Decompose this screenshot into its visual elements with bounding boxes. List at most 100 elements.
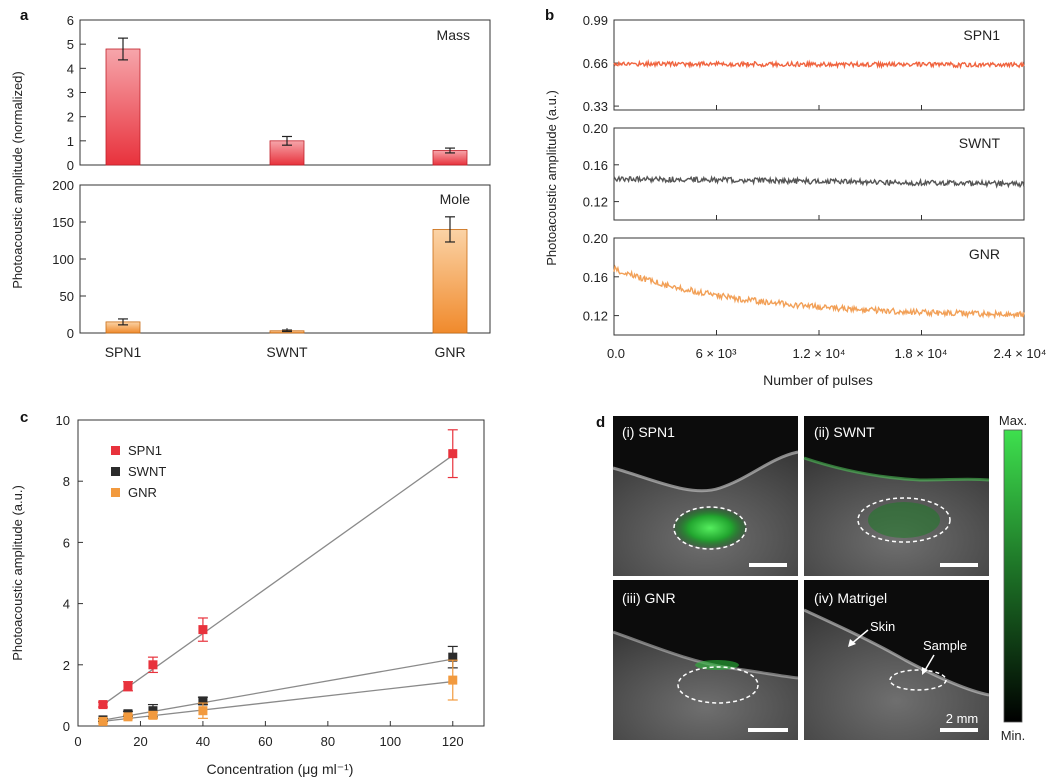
panel-b-trace-gnr — [613, 264, 1025, 320]
panel-a-y-tick-label: 100 — [52, 252, 74, 267]
image-tile-label: (iv) Matrigel — [814, 590, 887, 606]
panel-label-c: c — [20, 409, 28, 426]
panel-c-y-tick-label: 2 — [63, 658, 70, 673]
panel-a-y-tick-label: 5 — [67, 37, 74, 52]
legend-label-gnr: GNR — [128, 485, 157, 500]
panel-b-y-tick-label: 0.12 — [583, 309, 608, 324]
image-tile-gnr: (iii) GNR — [612, 580, 799, 740]
panel-c-fit-line-spn1 — [102, 454, 454, 706]
panel-c-point-swnt — [148, 706, 158, 716]
panel-d-photoacoustic-images: (i) SPN1 (ii) SWNT (iii) GNR — [612, 413, 1027, 743]
panel-label-a: a — [20, 7, 29, 24]
panel-c-point-gnr — [198, 706, 208, 716]
panel-b-y-tick-label: 0.33 — [583, 99, 608, 114]
panel-b-series-label: SWNT — [959, 135, 1001, 151]
panel-c-fit-line-swnt — [102, 658, 453, 721]
region-outline — [857, 497, 951, 543]
panel-c-point-spn1 — [123, 681, 133, 691]
panel-b-series-label: GNR — [969, 246, 1000, 262]
panel-c-point-spn1 — [198, 625, 208, 635]
panel-b-x-tick-label: 2.4 × 10⁴ — [994, 346, 1047, 361]
panel-c-y-tick-label: 10 — [56, 413, 70, 428]
panel-c-point-spn1 — [98, 700, 108, 710]
panel-a-mole-label: Mole — [440, 191, 471, 207]
panel-a-y-tick-label: 3 — [67, 86, 74, 101]
panel-a-mass-label: Mass — [437, 27, 470, 43]
scale-bar — [940, 728, 978, 732]
sample-arrow-head — [922, 667, 928, 675]
panel-c-point-gnr — [123, 712, 133, 722]
panel-label-b: b — [545, 7, 554, 24]
panel-c-point-spn1 — [148, 660, 158, 670]
panel-a-y-tick-label: 4 — [67, 61, 74, 76]
region-outline — [673, 506, 747, 550]
panel-b-y-tick-label: 0.12 — [583, 195, 608, 210]
signal-spot — [868, 502, 940, 538]
panel-c-x-label: Concentration (μg ml⁻¹) — [207, 761, 354, 777]
panel-a-y-tick-label: 0 — [67, 158, 74, 173]
panel-a-bar-spn1 — [105, 48, 141, 166]
panel-b-y-tick-label: 0.99 — [583, 13, 608, 28]
panel-c-x-tick-label: 20 — [133, 734, 147, 749]
panel-b-series-label: SPN1 — [963, 27, 1000, 43]
colorbar — [1003, 429, 1023, 723]
skin-line — [612, 450, 799, 493]
colorbar-max-label: Max. — [999, 413, 1027, 428]
panel-c-y-label: Photoacoustic amplitude (a.u.) — [10, 485, 25, 661]
image-tile-swnt: (ii) SWNT — [803, 416, 990, 576]
skin-line — [803, 456, 990, 482]
colorbar-min-label: Min. — [1001, 728, 1026, 743]
panel-b-x-tick-label: 0.0 — [607, 346, 625, 361]
panel-a-bar-charts: Photoacoustic amplitude (normalized) Mas… — [10, 13, 491, 360]
panel-c-x-tick-label: 120 — [442, 734, 464, 749]
panel-c-frame — [77, 419, 485, 727]
panel-c-point-gnr — [98, 716, 108, 726]
panel-c-y-tick-label: 4 — [63, 597, 70, 612]
panel-c-x-tick-label: 40 — [196, 734, 210, 749]
panel-c-legend: SPN1 SWNT GNR — [111, 443, 166, 500]
panel-a-y-tick-label: 2 — [67, 110, 74, 125]
legend-marker-spn1 — [111, 446, 120, 455]
panel-c-y-tick-label: 6 — [63, 535, 70, 550]
panel-c-x-tick-label: 100 — [379, 734, 401, 749]
image-tile-label: (i) SPN1 — [622, 424, 675, 440]
image-tile-spn1: (i) SPN1 — [612, 416, 799, 576]
legend-label-swnt: SWNT — [128, 464, 166, 479]
panel-label-d: d — [596, 414, 605, 431]
panel-b-x-tick-label: 1.2 × 10⁴ — [793, 346, 846, 361]
region-outline — [889, 669, 947, 691]
panel-c-point-spn1 — [448, 449, 458, 459]
panel-a-bar-gnr — [432, 228, 468, 334]
panel-c-x-tick-label: 60 — [258, 734, 272, 749]
panel-a-category-label: SPN1 — [105, 344, 142, 360]
scale-bar — [748, 728, 788, 732]
image-tile-label: (ii) SWNT — [814, 424, 875, 440]
panel-b-y-tick-label: 0.16 — [583, 158, 608, 173]
panel-b-y-tick-label: 0.20 — [583, 231, 608, 246]
panel-c-y-tick-label: 8 — [63, 474, 70, 489]
panel-b-y-tick-label: 0.20 — [583, 121, 608, 136]
tissue-region — [613, 632, 798, 740]
panel-b-y-label: Photoacoustic amplitude (a.u.) — [544, 90, 559, 266]
skin-arrow-head — [848, 639, 856, 647]
scale-bar — [749, 563, 787, 567]
panel-b-stability-traces: Photoacoustic amplitude (a.u.) Number of… — [544, 13, 1046, 388]
panel-a-category-label: SWNT — [266, 344, 308, 360]
panel-a-y-tick-label: 6 — [67, 13, 74, 28]
panel-b-trace-spn1 — [613, 59, 1025, 70]
panel-b-trace-swnt — [613, 174, 1025, 189]
panel-b-x-tick-label: 6 × 10³ — [696, 346, 738, 361]
panel-a-y-tick-label: 1 — [67, 134, 74, 149]
panel-a-category-label: GNR — [434, 344, 465, 360]
scale-bar — [940, 563, 978, 567]
panel-b-x-label: Number of pulses — [763, 372, 873, 388]
legend-label-spn1: SPN1 — [128, 443, 162, 458]
panel-c-y-tick-label: 0 — [63, 719, 70, 734]
signal-spot — [674, 508, 746, 548]
panel-b-x-tick-label: 1.8 × 10⁴ — [895, 346, 948, 361]
panel-a-y-tick-label: 150 — [52, 215, 74, 230]
panel-b-y-tick-label: 0.16 — [583, 270, 608, 285]
image-tile-matrigel: Skin Sample (iv) Matrigel 2 mm — [803, 580, 990, 740]
panel-c-point-gnr — [448, 675, 458, 685]
skin-annotation: Skin — [870, 619, 895, 634]
